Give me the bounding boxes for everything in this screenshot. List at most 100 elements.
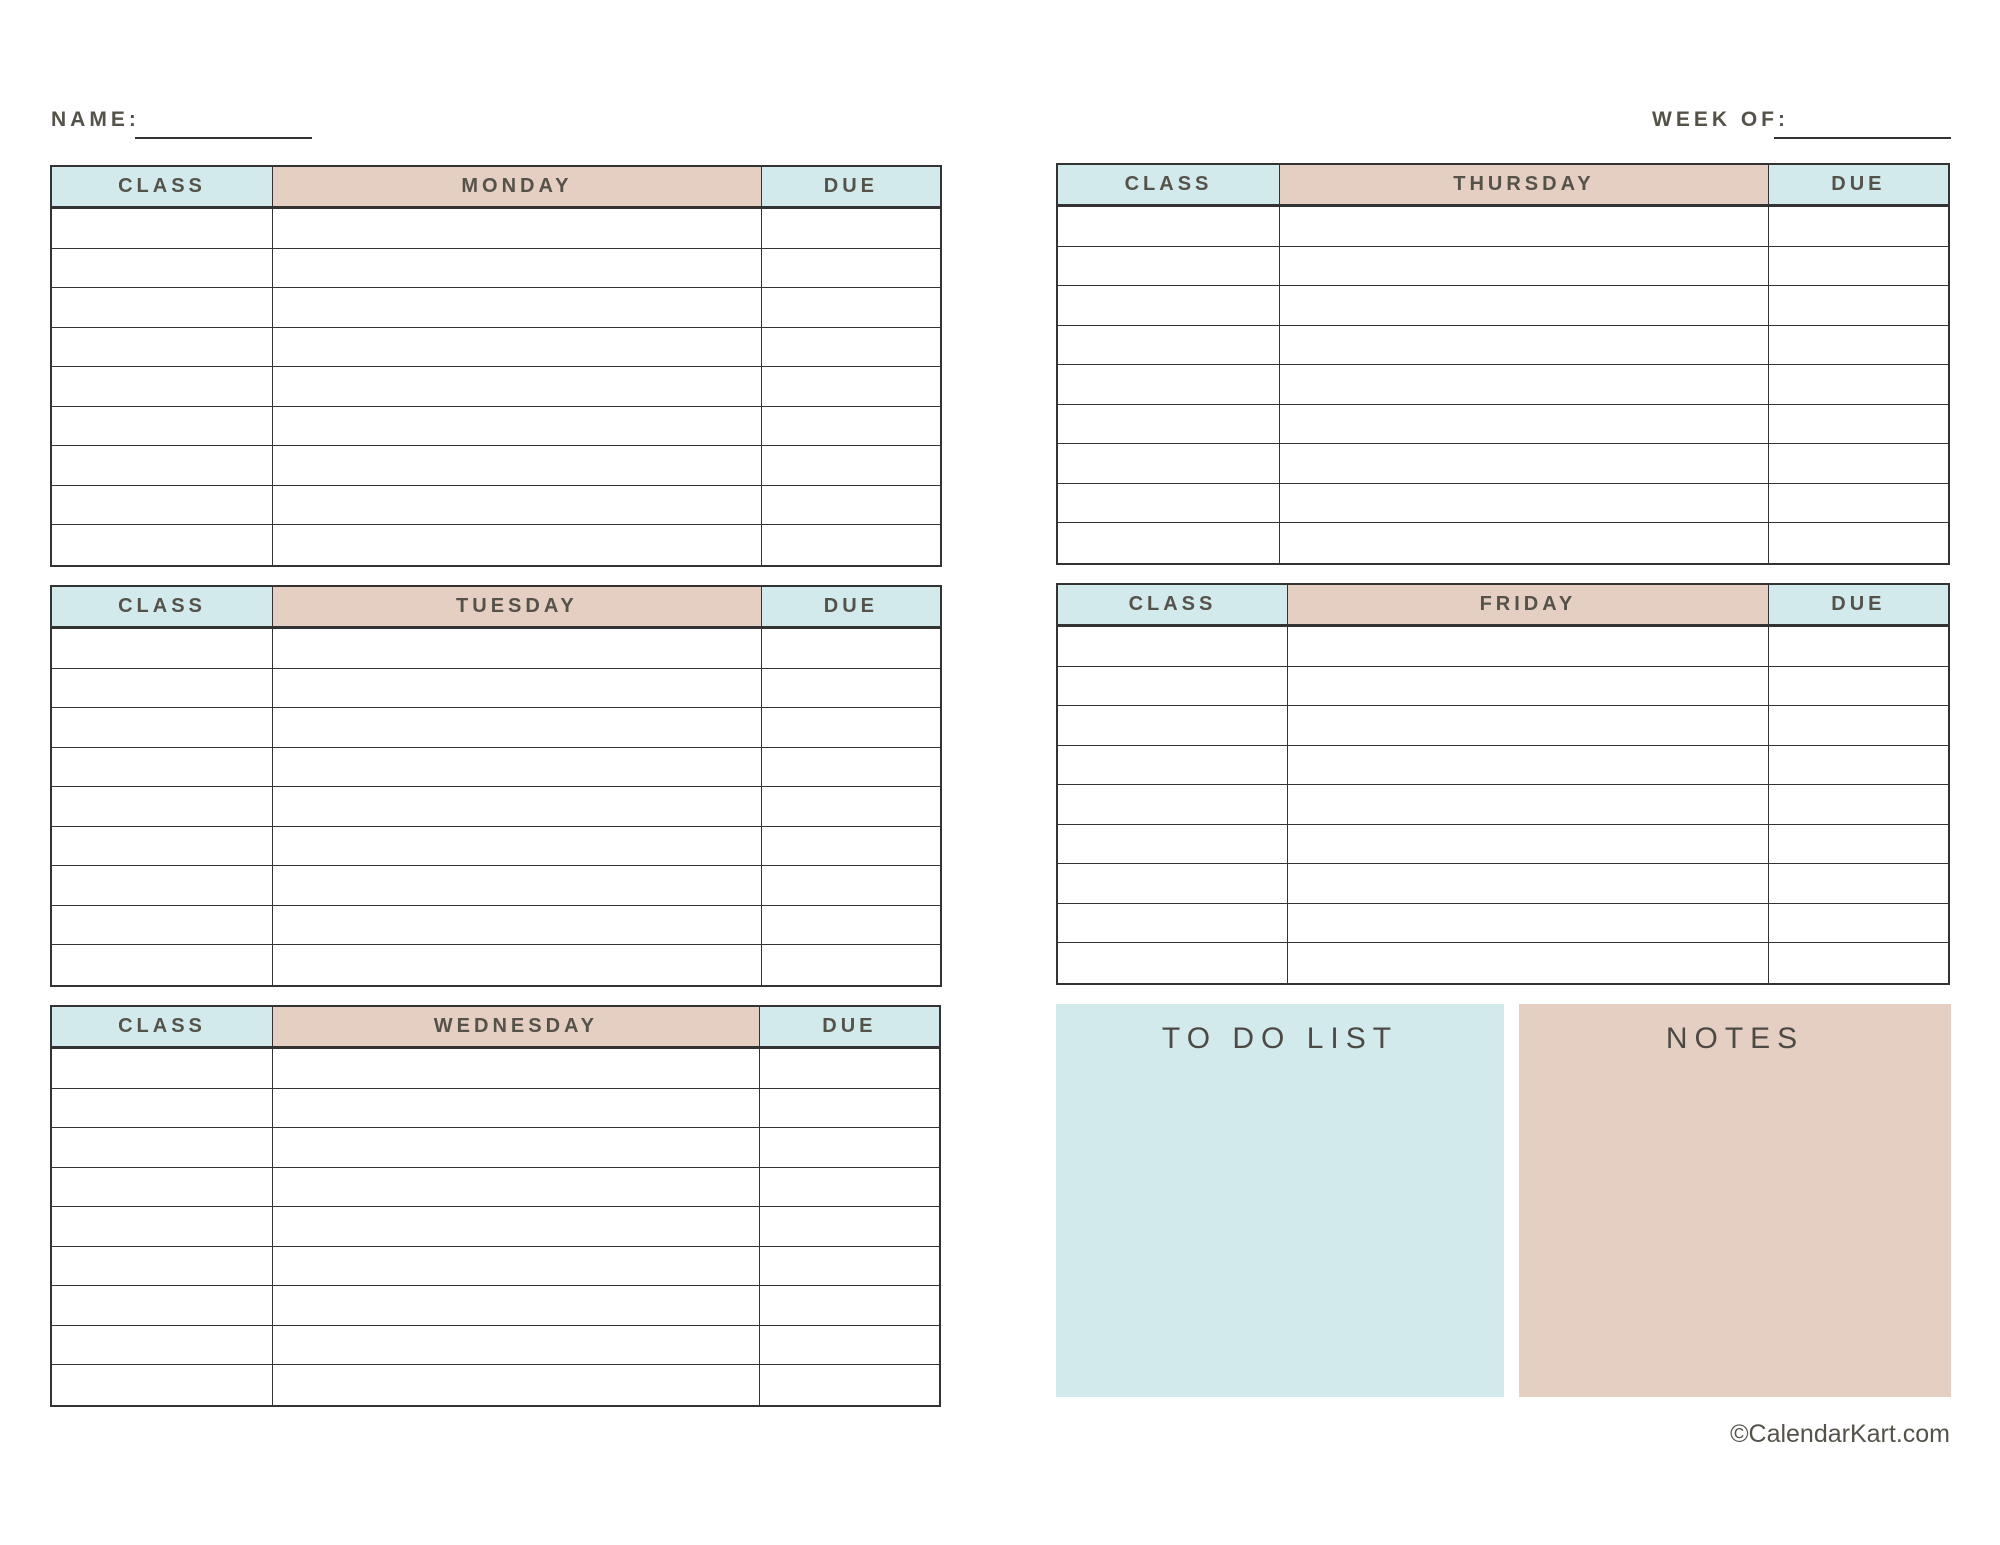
assignment-cell[interactable] [273, 1325, 760, 1364]
due-cell[interactable] [1769, 484, 1948, 523]
assignment-cell[interactable] [273, 446, 762, 485]
due-cell[interactable] [1769, 365, 1948, 404]
class-cell[interactable] [1058, 246, 1280, 285]
assignment-cell[interactable] [1288, 943, 1769, 983]
assignment-cell[interactable] [273, 708, 762, 747]
class-cell[interactable] [52, 787, 273, 826]
due-cell[interactable] [1769, 746, 1948, 785]
assignment-cell[interactable] [273, 826, 762, 865]
due-cell[interactable] [762, 209, 940, 248]
class-cell[interactable] [52, 1207, 273, 1246]
due-cell[interactable] [762, 787, 940, 826]
class-cell[interactable] [1058, 207, 1280, 246]
due-cell[interactable] [762, 367, 940, 406]
assignment-cell[interactable] [273, 288, 762, 327]
due-cell[interactable] [762, 486, 940, 525]
assignment-cell[interactable] [273, 905, 762, 944]
due-cell[interactable] [1769, 904, 1948, 943]
due-cell[interactable] [760, 1365, 939, 1405]
class-cell[interactable] [52, 1049, 273, 1088]
due-cell[interactable] [760, 1049, 939, 1088]
assignment-cell[interactable] [1280, 207, 1769, 246]
assignment-cell[interactable] [273, 248, 762, 287]
assignment-cell[interactable] [273, 866, 762, 905]
class-cell[interactable] [52, 1325, 273, 1364]
due-cell[interactable] [760, 1326, 939, 1365]
class-cell[interactable] [1058, 785, 1288, 824]
assignment-cell[interactable] [273, 1167, 760, 1206]
assignment-cell[interactable] [273, 209, 762, 248]
assignment-cell[interactable] [1280, 404, 1769, 443]
due-cell[interactable] [1769, 405, 1948, 444]
class-cell[interactable] [1058, 864, 1288, 903]
assignment-cell[interactable] [273, 485, 762, 524]
assignment-cell[interactable] [273, 1286, 760, 1325]
due-cell[interactable] [762, 827, 940, 866]
assignment-cell[interactable] [273, 1207, 760, 1246]
class-cell[interactable] [1058, 325, 1280, 364]
due-cell[interactable] [760, 1286, 939, 1325]
class-cell[interactable] [1058, 824, 1288, 863]
class-cell[interactable] [52, 446, 273, 485]
class-cell[interactable] [52, 1167, 273, 1206]
due-cell[interactable] [1769, 523, 1948, 563]
due-cell[interactable] [760, 1168, 939, 1207]
assignment-cell[interactable] [273, 787, 762, 826]
assignment-cell[interactable] [1288, 666, 1769, 705]
assignment-cell[interactable] [1280, 246, 1769, 285]
due-cell[interactable] [760, 1247, 939, 1286]
class-cell[interactable] [52, 1128, 273, 1167]
due-cell[interactable] [760, 1128, 939, 1167]
class-cell[interactable] [52, 945, 273, 985]
due-cell[interactable] [762, 906, 940, 945]
due-cell[interactable] [762, 328, 940, 367]
due-cell[interactable] [1769, 825, 1948, 864]
due-cell[interactable] [1769, 943, 1948, 983]
due-cell[interactable] [762, 669, 940, 708]
class-cell[interactable] [52, 708, 273, 747]
assignment-cell[interactable] [1280, 444, 1769, 483]
class-cell[interactable] [1058, 523, 1280, 563]
class-cell[interactable] [1058, 286, 1280, 325]
assignment-cell[interactable] [273, 525, 762, 565]
assignment-cell[interactable] [273, 1246, 760, 1285]
due-cell[interactable] [762, 525, 940, 565]
assignment-cell[interactable] [273, 1365, 760, 1405]
assignment-cell[interactable] [273, 327, 762, 366]
due-cell[interactable] [762, 249, 940, 288]
assignment-cell[interactable] [1288, 706, 1769, 745]
assignment-cell[interactable] [1288, 903, 1769, 942]
assignment-cell[interactable] [1280, 523, 1769, 563]
name-field[interactable] [135, 137, 312, 139]
week-of-field[interactable] [1774, 137, 1951, 139]
assignment-cell[interactable] [273, 668, 762, 707]
due-cell[interactable] [1769, 706, 1948, 745]
due-cell[interactable] [762, 288, 940, 327]
class-cell[interactable] [52, 629, 273, 668]
assignment-cell[interactable] [1280, 483, 1769, 522]
todo-list-box[interactable]: TO DO LIST [1056, 1004, 1504, 1397]
due-cell[interactable] [1769, 326, 1948, 365]
due-cell[interactable] [762, 446, 940, 485]
class-cell[interactable] [52, 1286, 273, 1325]
assignment-cell[interactable] [273, 1049, 760, 1088]
assignment-cell[interactable] [1280, 325, 1769, 364]
class-cell[interactable] [52, 1088, 273, 1127]
assignment-cell[interactable] [273, 1088, 760, 1127]
assignment-cell[interactable] [273, 629, 762, 668]
class-cell[interactable] [1058, 483, 1280, 522]
due-cell[interactable] [1769, 627, 1948, 666]
assignment-cell[interactable] [1288, 785, 1769, 824]
class-cell[interactable] [52, 288, 273, 327]
class-cell[interactable] [52, 826, 273, 865]
assignment-cell[interactable] [273, 747, 762, 786]
class-cell[interactable] [1058, 444, 1280, 483]
assignment-cell[interactable] [1280, 286, 1769, 325]
class-cell[interactable] [52, 327, 273, 366]
due-cell[interactable] [1769, 207, 1948, 246]
class-cell[interactable] [52, 866, 273, 905]
assignment-cell[interactable] [1288, 745, 1769, 784]
class-cell[interactable] [52, 209, 273, 248]
class-cell[interactable] [1058, 404, 1280, 443]
class-cell[interactable] [1058, 706, 1288, 745]
